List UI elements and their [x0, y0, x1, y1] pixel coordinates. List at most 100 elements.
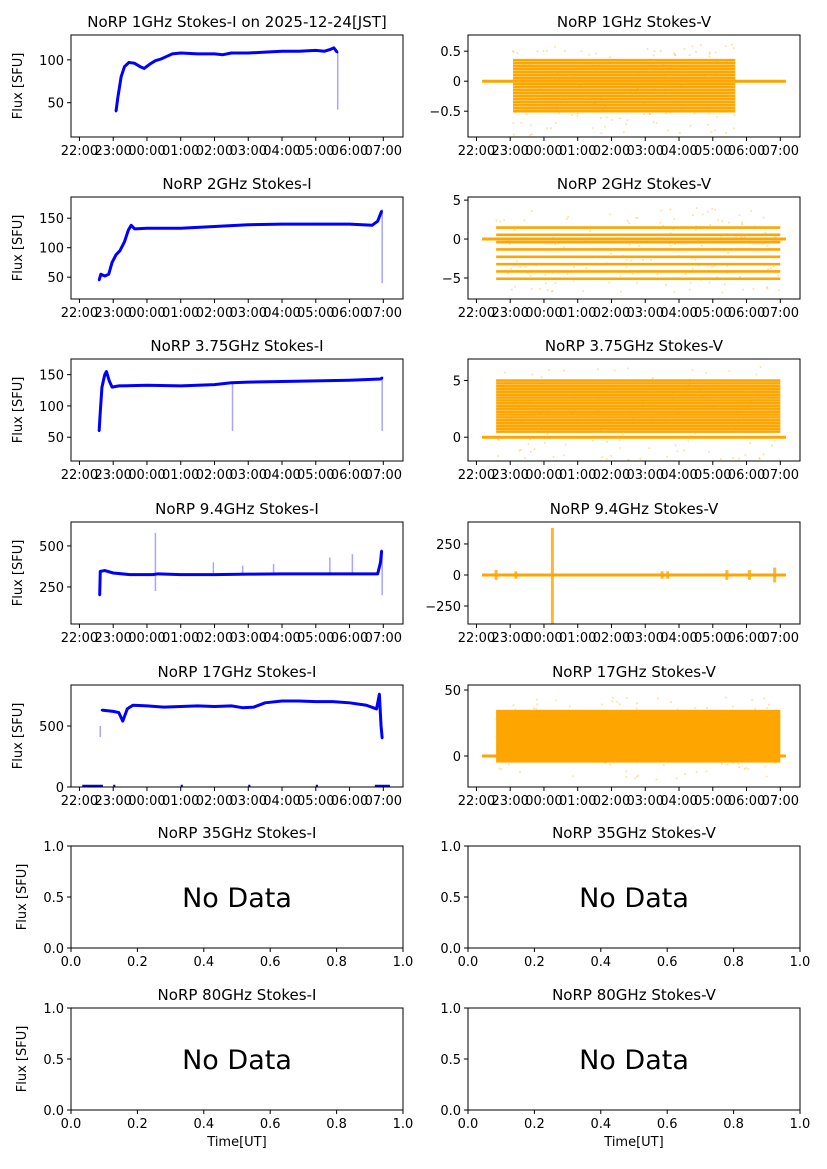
data-point — [112, 571, 115, 575]
data-point — [314, 49, 317, 52]
y-axis-label: Flux [SFU] — [11, 703, 26, 770]
data-point — [100, 385, 104, 389]
sparse-point — [694, 228, 697, 231]
y-tick-label: 0.5 — [440, 45, 461, 60]
data-point — [241, 706, 244, 709]
sparse-point — [727, 251, 730, 254]
data-point — [328, 48, 332, 51]
sparse-point — [655, 121, 658, 124]
x-tick-label: 01:00 — [559, 144, 596, 159]
data-point — [348, 222, 351, 226]
data-point — [376, 572, 379, 576]
sparse-point — [733, 114, 736, 117]
sparse-point — [589, 230, 592, 233]
data-point — [348, 572, 351, 576]
x-tick-label: 22:00 — [458, 306, 495, 321]
sparse-point — [710, 130, 713, 133]
sparse-point — [750, 210, 753, 213]
data-point — [375, 707, 378, 711]
sparse-point — [625, 696, 628, 699]
sparse-point — [728, 369, 731, 372]
x-tick-label: 23:00 — [94, 794, 131, 809]
panel-title: NoRP 35GHz Stokes-I — [158, 824, 317, 842]
sparse-point — [554, 282, 557, 285]
x-tick-label: 1.0 — [790, 955, 811, 970]
data-point — [121, 719, 124, 723]
sparse-point — [619, 117, 622, 120]
plot-area — [482, 366, 786, 461]
no-data-label: No Data — [182, 883, 292, 914]
x-tick-label: 23:00 — [94, 306, 131, 321]
x-tick-label: 01:00 — [559, 631, 596, 646]
sparse-point — [777, 274, 780, 277]
x-tick-label: 07:00 — [365, 306, 402, 321]
sparse-point — [695, 207, 698, 210]
data-point — [103, 274, 106, 278]
sparse-point — [673, 218, 676, 221]
x-tick-label: 05:00 — [297, 144, 334, 159]
x-tick-label: 00:00 — [128, 306, 165, 321]
data-point — [213, 383, 216, 386]
x-tick-label: 04:00 — [263, 144, 300, 159]
x-tick-label: 02:00 — [196, 468, 233, 483]
sparse-point — [684, 273, 687, 276]
panel-1ghz-i: NoRP 1GHz Stokes-I on 2025-12-24[JST] 22:… — [11, 13, 404, 159]
y-tick-label: 0.5 — [440, 1053, 461, 1068]
x-tick-label: 23:00 — [491, 468, 528, 483]
sparse-point — [708, 52, 711, 55]
sparse-point — [688, 54, 691, 57]
sparse-point — [670, 701, 673, 704]
sparse-point — [528, 134, 531, 137]
data-point — [297, 50, 301, 53]
data-point — [142, 67, 146, 70]
sparse-point — [638, 245, 641, 248]
y-tick-label: 0 — [56, 781, 64, 796]
sparse-point — [608, 281, 611, 284]
data-point — [99, 570, 102, 573]
x-tick-label: 23:00 — [94, 631, 131, 646]
sparse-point — [764, 765, 767, 768]
sparse-point — [636, 216, 639, 219]
x-tick-label: 04:00 — [263, 468, 300, 483]
sparse-point — [625, 770, 628, 773]
y-axis-label: Flux [SFU] — [15, 1026, 30, 1093]
sparse-point — [743, 767, 746, 770]
sparse-point — [695, 770, 698, 773]
data-point — [196, 704, 199, 708]
sparse-point — [573, 266, 576, 269]
x-tick-label: 00:00 — [525, 468, 562, 483]
sparse-point — [694, 258, 697, 261]
sparse-point — [605, 457, 608, 460]
sparse-point — [766, 287, 769, 290]
sparse-point — [600, 703, 603, 706]
sparse-point — [755, 373, 758, 376]
data-point — [323, 50, 326, 53]
sparse-point — [625, 123, 628, 126]
x-tick-label: 01:00 — [162, 631, 199, 646]
plot-area — [97, 209, 384, 284]
sparse-point — [694, 432, 697, 435]
panel-title: NoRP 80GHz Stokes-I — [158, 986, 317, 1004]
x-tick-label: 04:00 — [660, 468, 697, 483]
sparse-point — [636, 774, 639, 777]
data-point — [128, 573, 132, 576]
sparse-point — [769, 267, 772, 270]
data-point — [133, 227, 136, 231]
sparse-point — [609, 252, 612, 255]
data-point — [108, 379, 111, 383]
x-tick-label: 23:00 — [94, 144, 131, 159]
data-point — [179, 573, 182, 576]
sparse-point — [618, 439, 621, 442]
x-tick-label: 03:00 — [230, 144, 267, 159]
sparse-point — [536, 703, 539, 706]
sparse-point — [546, 127, 549, 130]
sparse-point — [536, 50, 539, 53]
sparse-point — [512, 50, 515, 53]
x-tick-label: 07:00 — [365, 144, 402, 159]
sparse-point — [631, 272, 634, 275]
y-tick-label: 100 — [39, 242, 64, 257]
data-point — [179, 227, 182, 230]
sparse-point — [496, 455, 499, 458]
sparse-point — [741, 221, 744, 224]
axes-frame — [70, 684, 404, 788]
